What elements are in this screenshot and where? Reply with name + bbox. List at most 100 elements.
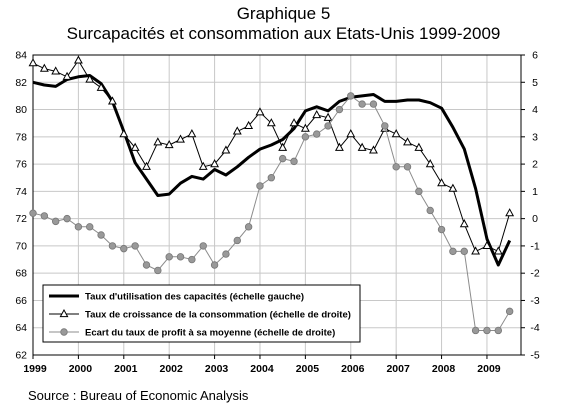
triangle-marker [391,129,401,138]
triangle-marker [107,96,117,105]
circle-marker [392,163,400,171]
circle-marker [74,223,83,231]
triangle-marker [130,142,140,151]
circle-marker [40,212,49,220]
circle-marker [86,223,94,231]
circle-marker [120,244,128,253]
triangle-marker [312,109,322,119]
triangle-marker [278,142,288,151]
x-tick-label: 2006 [341,363,365,375]
y-left-tick-label: 70 [15,240,27,252]
x-tick-label: 1999 [23,363,47,375]
circle-marker [278,154,287,163]
x-tick-label: 2005 [296,363,320,375]
circle-marker [233,236,241,245]
plot-frame [32,54,522,356]
triangle-marker [51,66,61,75]
circle-marker [324,122,332,130]
circle-marker [51,217,60,226]
triangle-marker [232,126,242,135]
triangle-marker [425,159,435,168]
legend-label-1: Taux d'utilisation des capacités (échell… [85,292,304,303]
triangle-marker [244,120,254,130]
triangle-marker [28,58,38,67]
x-tick-label: 2004 [250,363,274,375]
x-tick-label: 2000 [69,363,93,375]
circle-marker [301,133,310,141]
circle-marker [165,253,173,261]
circle-marker [369,100,378,108]
y-right-tick-label: 6 [532,50,538,62]
triangle-marker [142,161,151,170]
source-note: Source : Bureau of Economic Analysis [28,388,249,403]
y-left-tick-label: 66 [15,295,27,307]
y-right-tick-label: 1 [532,186,538,198]
circle-marker [415,187,423,196]
y-right-tick-label: 2 [532,159,538,171]
circle-marker [313,130,321,138]
y-left-tick-label: 72 [15,213,27,225]
y-right-tick-label: -5 [530,350,539,362]
circle-marker [97,231,105,239]
y-left-tick-label: 62 [15,350,27,362]
chart-title: Graphique 5 [236,4,331,23]
circle-marker [256,182,264,190]
circle-marker [347,92,355,100]
triangle-marker [471,246,481,255]
circle-marker [131,242,139,250]
y-left-tick-label: 84 [15,50,27,62]
y-right-tick-label: 4 [532,104,538,116]
legend-label-3: Ecart du taux de profit à sa moyenne (éc… [85,328,335,339]
circle-marker [199,242,207,250]
x-tick-label: 2001 [114,363,138,375]
triangle-marker [39,63,49,72]
circle-marker [483,326,491,335]
circle-marker [403,163,412,171]
circle-marker [108,242,117,250]
y-left-tick-label: 74 [15,186,27,198]
x-tick-label: 2003 [205,363,229,375]
circle-marker [381,122,389,130]
triangle-marker [62,71,72,80]
triangle-marker [198,161,208,170]
legend-triangle-marker [59,308,69,318]
x-tick-label: 2002 [160,363,184,375]
circle-marker [210,261,219,269]
circle-marker [471,326,480,335]
circle-marker [63,214,71,223]
circle-marker [358,100,366,108]
triangle-marker [414,142,424,151]
y-right-tick-label: 5 [532,77,538,89]
triangle-marker [221,145,231,154]
y-left-tick-label: 64 [15,322,27,334]
circle-marker [154,266,162,275]
triangle-marker [300,123,310,132]
triangle-marker [187,129,197,138]
circle-marker [29,209,37,217]
legend-label-2: Taux de croissance de la consommation (é… [85,310,351,321]
legend: Taux d'utilisation des capacités (échell… [42,284,361,343]
y-right-tick-label: 0 [532,213,538,225]
triangle-marker [493,246,503,255]
triangle-marker [176,134,185,143]
chart-subtitle: Surcapacités et consommation aux Etats-U… [66,24,501,43]
x-tick-label: 2007 [386,363,410,375]
legend-circle-marker [60,328,68,336]
y-left-tick-label: 80 [15,104,27,116]
legend-box [42,284,361,343]
circle-marker [244,223,253,231]
triangle-marker [448,183,458,192]
triangle-marker [357,142,367,151]
series-layer [28,55,515,335]
circle-marker [188,255,196,264]
circle-marker [335,105,344,114]
triangle-marker [73,55,83,64]
triangle-marker [289,118,299,127]
circle-marker [460,247,468,256]
circle-marker [142,261,151,269]
x-tick-label: 2008 [432,363,456,375]
circle-marker [437,225,446,234]
circle-marker [449,247,457,256]
triangle-marker [210,159,220,168]
